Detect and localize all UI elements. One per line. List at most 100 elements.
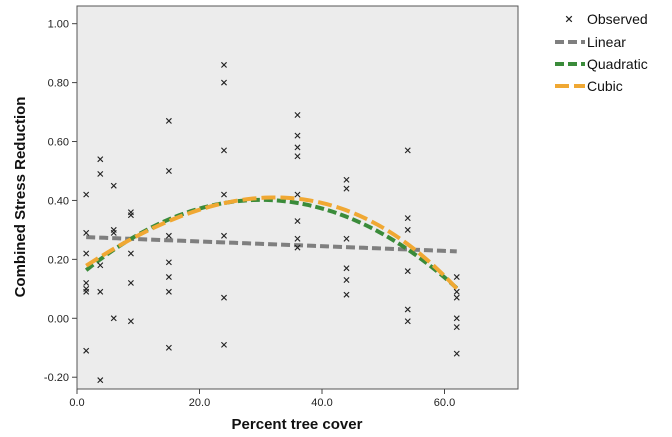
observed-point — [453, 288, 460, 295]
fit-line-quadratic — [84, 197, 459, 290]
fit-line-linear — [86, 235, 457, 254]
observed-point-stroke — [221, 232, 227, 239]
observed-point — [83, 288, 90, 295]
observed-point-stroke — [294, 244, 301, 251]
observed-point-stroke — [165, 259, 172, 266]
observed-point-stroke — [83, 288, 90, 295]
observed-point-stroke — [97, 262, 104, 269]
observed-point — [404, 306, 411, 313]
observed-point — [343, 185, 350, 192]
observed-point — [165, 259, 172, 266]
observed-point-stroke — [294, 112, 301, 118]
observed-point-stroke — [97, 170, 104, 177]
observed-point-stroke — [294, 132, 301, 139]
observed-point — [221, 341, 227, 348]
x-axis-ticks: 0.0 20.0 40.0 60.0 — [69, 389, 455, 409]
observed-point-stroke — [343, 235, 350, 242]
observed-point — [294, 153, 301, 160]
observed-point-stroke — [294, 153, 301, 160]
legend-marker-stroke — [565, 15, 573, 23]
y-tick-label: 0.40 — [48, 195, 69, 207]
observed-point — [221, 147, 227, 154]
legend-item-observed: Observed — [565, 11, 648, 27]
observed-point — [165, 288, 172, 295]
observed-point — [294, 132, 301, 139]
y-axis-ticks: -0.20 0.00 0.20 0.40 0.60 0.80 1.00 — [44, 19, 77, 384]
y-tick-label: 0.20 — [48, 254, 69, 266]
observed-point-stroke — [83, 191, 90, 198]
observed-point-stroke — [127, 318, 134, 325]
observed-point — [221, 61, 227, 68]
y-tick-label: -0.20 — [44, 372, 69, 384]
observed-point — [221, 232, 227, 239]
y-tick-label: 0.80 — [48, 78, 69, 90]
observed-point — [97, 262, 104, 269]
x-tick-label: 40.0 — [311, 397, 332, 409]
observed-point — [97, 288, 104, 295]
observed-point — [404, 147, 411, 154]
observed-point — [404, 318, 411, 325]
observed-point — [294, 144, 301, 151]
y-tick-label: 0.00 — [48, 313, 69, 325]
observed-point-stroke — [110, 315, 117, 322]
fit-line-cubic — [85, 195, 459, 291]
observed-point-stroke — [83, 347, 90, 354]
observed-point-stroke — [453, 350, 460, 357]
observed-points — [83, 61, 460, 384]
observed-point-stroke — [294, 235, 301, 242]
observed-point-stroke — [83, 279, 90, 286]
observed-point-stroke — [165, 117, 172, 124]
observed-point — [343, 277, 350, 283]
observed-point-stroke — [343, 176, 350, 183]
observed-point-stroke — [404, 147, 411, 154]
x-axis-title: Percent tree cover — [232, 416, 363, 433]
observed-point-stroke — [343, 265, 350, 272]
observed-point-stroke — [453, 294, 460, 301]
observed-point — [127, 212, 134, 219]
legend-item-quadratic: Quadratic — [555, 56, 648, 72]
observed-point — [165, 232, 172, 239]
observed-point — [165, 117, 172, 124]
observed-point-stroke — [110, 182, 117, 189]
observed-point-stroke — [221, 79, 227, 86]
plot-area — [76, 5, 519, 390]
y-tick-label: 0.60 — [48, 137, 69, 149]
observed-point — [294, 218, 301, 225]
observed-point-stroke — [165, 288, 172, 295]
observed-point — [97, 156, 104, 163]
observed-point — [165, 344, 172, 351]
observed-point — [453, 350, 460, 357]
observed-point — [343, 291, 350, 298]
legend-label: Cubic — [587, 78, 623, 94]
observed-point — [404, 215, 411, 222]
observed-point — [110, 315, 117, 322]
observed-point — [453, 274, 460, 281]
observed-point-stroke — [453, 274, 460, 281]
observed-point-stroke — [221, 191, 227, 198]
observed-point — [127, 279, 134, 286]
observed-point-stroke — [404, 215, 411, 222]
observed-point-stroke — [343, 185, 350, 192]
x-tick-label: 0.0 — [69, 397, 84, 409]
observed-point-stroke — [294, 144, 301, 151]
observed-point — [97, 170, 104, 177]
observed-point-stroke — [343, 291, 350, 298]
observed-point-stroke — [97, 156, 104, 163]
observed-point — [83, 347, 90, 354]
observed-point-stroke — [165, 344, 172, 351]
observed-point — [127, 250, 134, 257]
observed-point-stroke — [83, 250, 90, 257]
observed-point — [97, 377, 104, 384]
observed-point — [453, 294, 460, 301]
observed-point — [165, 274, 172, 281]
observed-point-stroke — [453, 315, 460, 322]
observed-point-stroke — [165, 274, 172, 281]
observed-point — [453, 315, 460, 322]
observed-point-stroke — [221, 61, 227, 68]
observed-point — [110, 182, 117, 189]
legend: Observed Linear Quadratic Cubic — [555, 11, 648, 94]
observed-point-stroke — [110, 229, 117, 236]
observed-point-stroke — [97, 377, 104, 384]
observed-point — [83, 191, 90, 198]
observed-point-stroke — [294, 218, 301, 225]
